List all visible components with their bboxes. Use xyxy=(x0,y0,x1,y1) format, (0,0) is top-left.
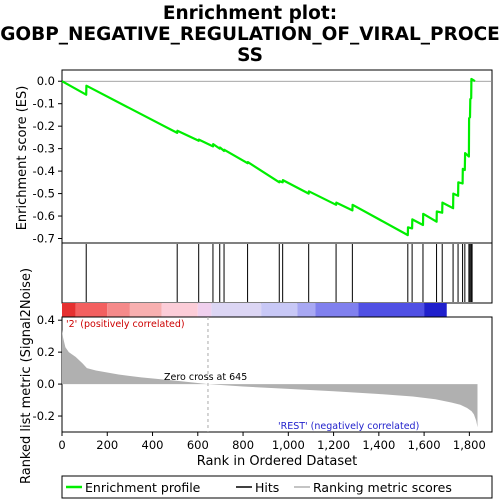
metric-x-axis-label: Rank in Ordered Dataset xyxy=(197,454,358,469)
metric-plot-frame xyxy=(61,316,493,433)
negative-correlation-label: 'REST' (negatively correlated) xyxy=(278,421,419,432)
heatbar-segment xyxy=(129,303,162,317)
metric-y-tick-label: 0.0 xyxy=(37,377,55,391)
heatbar-segment xyxy=(424,303,447,317)
ranking-metric-fill xyxy=(62,329,478,428)
heatbar-segment xyxy=(75,303,108,317)
heatbar-segment xyxy=(107,303,130,317)
metric-x-tick-label: 200 xyxy=(96,438,118,452)
metric-x-tick-label: 1,000 xyxy=(272,438,305,452)
metric-y-tick-label: -0.2 xyxy=(33,409,55,423)
title-line-1: Enrichment plot: xyxy=(163,3,337,24)
es-y-tick-label: -0.5 xyxy=(33,187,55,201)
metric-x-tick-label: 1,600 xyxy=(408,438,441,452)
metric-x-tick-label: 800 xyxy=(232,438,254,452)
metric-x-tick-label: 400 xyxy=(142,438,164,452)
heatbar-segment xyxy=(261,303,298,317)
heatbar-segment xyxy=(358,303,425,317)
ranked-metric-panel: 0.4 0.2 0.0 -0.2 0 200 400 600 800 1,000 1,200 1,4… xyxy=(19,268,493,484)
es-y-tick-label: -0.6 xyxy=(33,209,55,223)
heatbar-segment xyxy=(197,303,212,317)
heatbar-segment xyxy=(315,303,359,317)
metric-x-tick-label: 1,400 xyxy=(362,438,395,452)
enrichment-y-ticks: 0.0 -0.1 -0.2 -0.3 -0.4 -0.5 -0.6 -0.7 xyxy=(33,74,62,246)
heatbar-segment xyxy=(62,303,76,317)
metric-x-tick-label: 0 xyxy=(58,438,65,452)
legend-label-ranking-metric: Ranking metric scores xyxy=(313,480,452,495)
metric-y-ticks: 0.4 0.2 0.0 -0.2 xyxy=(33,313,62,423)
enrichment-plot-frame xyxy=(61,69,493,244)
positive-correlation-label: '2' (positively correlated) xyxy=(66,319,185,330)
hits-panel xyxy=(61,242,493,304)
heatbar-segment xyxy=(161,303,198,317)
chart-title: Enrichment plot: GOBP_NEGATIVE_REGULATIO… xyxy=(0,3,500,66)
es-y-tick-label: -0.1 xyxy=(33,97,55,111)
metric-x-tick-label: 1,200 xyxy=(317,438,350,452)
enrichment-profile-polyline xyxy=(61,77,476,237)
heatbar-segment xyxy=(211,303,262,317)
hits-frame xyxy=(61,242,493,304)
metric-y-tick-label: 0.4 xyxy=(37,313,55,327)
legend-frame xyxy=(61,475,493,499)
enrichment-y-axis-label: Enrichment score (ES) xyxy=(15,86,30,231)
enrichment-profile-line xyxy=(61,77,476,237)
heatbar-segment xyxy=(297,303,316,317)
ranking-metric-area xyxy=(62,329,478,428)
legend: Enrichment profile Hits Ranking metric s… xyxy=(61,475,493,499)
zero-cross-label: Zero cross at 645 xyxy=(164,372,247,383)
metric-x-tick-label: 600 xyxy=(187,438,209,452)
es-y-tick-label: 0.0 xyxy=(37,74,55,88)
metric-x-tick-label: 1,800 xyxy=(453,438,486,452)
ranking-color-bar xyxy=(62,303,447,317)
hit-marks xyxy=(85,244,473,302)
es-y-tick-label: -0.3 xyxy=(33,142,55,156)
legend-label-enrichment-profile: Enrichment profile xyxy=(85,480,201,495)
title-line-3: SS xyxy=(237,45,263,66)
metric-x-ticks: 0 200 400 600 800 1,000 1,200 1,400 1,600 1,800 xyxy=(58,432,486,452)
es-y-tick-label: -0.7 xyxy=(33,232,55,246)
legend-label-hits: Hits xyxy=(255,480,279,495)
es-y-tick-label: -0.2 xyxy=(33,119,55,133)
metric-y-axis-label: Ranked list metric (Signal2Noise) xyxy=(19,268,34,484)
enrichment-panel: 0.0 -0.1 -0.2 -0.3 -0.4 -0.5 -0.6 -0.7 Enrichme… xyxy=(15,69,493,246)
es-y-tick-label: -0.4 xyxy=(33,164,55,178)
title-line-2: GOBP_NEGATIVE_REGULATION_OF_VIRAL_PROCE xyxy=(0,24,500,45)
metric-y-tick-label: 0.2 xyxy=(37,345,55,359)
